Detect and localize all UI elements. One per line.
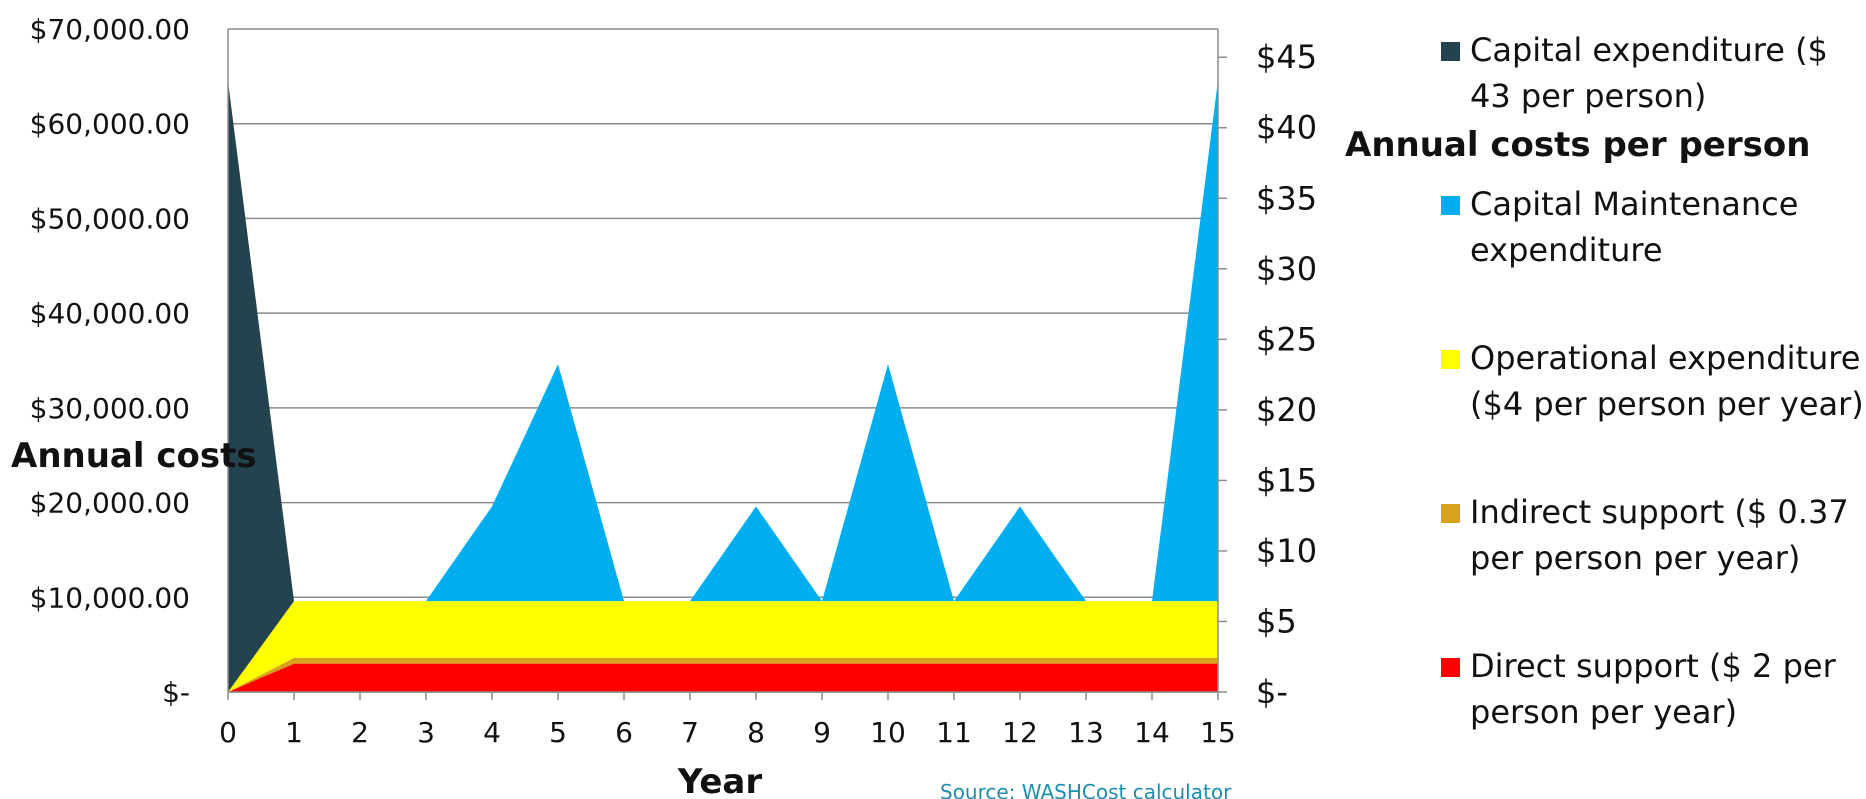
left-tick-label: $20,000.00	[30, 487, 190, 520]
right-tick-label: $5	[1256, 602, 1297, 640]
right-tick-label: $-	[1256, 673, 1288, 711]
legend-swatch	[1441, 350, 1460, 369]
x-tick-label: 4	[483, 716, 501, 749]
x-tick-label: 10	[870, 716, 906, 749]
legend-item-indirect-support: Indirect support ($ 0.37 per person per …	[1441, 489, 1850, 581]
legend-swatch	[1441, 504, 1460, 523]
x-tick-label: 6	[615, 716, 633, 749]
area-series	[228, 657, 1218, 692]
area-series	[228, 663, 1218, 692]
x-tick-label: 1	[285, 716, 303, 749]
legend-item-capital-expenditure: Capital expenditure ($ 43 per person)	[1441, 27, 1866, 119]
legend-label: Indirect support ($ 0.37 per person per …	[1470, 493, 1849, 577]
area-series	[228, 80, 1218, 693]
right-tick-label: $20	[1256, 391, 1317, 429]
x-tick-label: 12	[1002, 716, 1038, 749]
left-tick-label: $40,000.00	[30, 297, 190, 330]
x-tick-label: 7	[681, 716, 699, 749]
legend-swatch	[1441, 658, 1460, 677]
stacked-areas	[228, 80, 1218, 693]
x-tick-label: 5	[549, 716, 567, 749]
x-tick-label: 9	[813, 716, 831, 749]
x-axis-title: Year	[677, 762, 763, 799]
left-tick-label: $50,000.00	[30, 202, 190, 235]
legend-label: Capital expenditure ($ 43 per person)	[1470, 31, 1828, 115]
legend-label: Capital Maintenance expenditure	[1470, 185, 1799, 269]
x-axis-ticks: 0 1 2 3 4 5 6 7 8 9 10 11 12 13 14 15	[219, 692, 1236, 749]
left-axis-ticks: $- $10,000.00 $20,000.00 $30,000.00 $40,000.…	[30, 13, 190, 709]
chart-axes	[227, 29, 1219, 693]
right-tick-label: $10	[1256, 532, 1317, 570]
x-tick-label: 14	[1134, 716, 1170, 749]
x-tick-label: 2	[351, 716, 369, 749]
right-tick-label: $15	[1256, 461, 1317, 499]
x-tick-label: 13	[1068, 716, 1104, 749]
right-tick-label: $45	[1256, 38, 1317, 76]
left-tick-label: $60,000.00	[30, 108, 190, 141]
legend-item-direct-support: Direct support ($ 2 per person per year)	[1441, 643, 1840, 735]
left-tick-label: $70,000.00	[30, 13, 190, 46]
x-tick-label: 8	[747, 716, 765, 749]
left-tick-label: $30,000.00	[30, 392, 190, 425]
right-axis-ticks: $- $5 $10 $15 $20 $25 $30 $35 $40 $45	[1218, 38, 1317, 711]
source-note: Source: WASHCost calculator	[940, 780, 1232, 799]
x-tick-label: 15	[1200, 716, 1236, 749]
legend-item-capital-maintenance: Capital Maintenance expenditure	[1441, 181, 1810, 273]
left-tick-label: $-	[162, 676, 190, 709]
gridlines	[228, 28, 1218, 693]
legend-swatch	[1441, 196, 1460, 215]
y-axis-title: Annual costs	[11, 436, 257, 476]
right-tick-label: $30	[1256, 250, 1317, 288]
x-tick-label: 11	[936, 716, 972, 749]
left-tick-label: $10,000.00	[30, 581, 190, 614]
legend-item-operational-expenditure: Operational expenditure ($4 per person p…	[1441, 335, 1866, 427]
right-tick-label: $35	[1256, 179, 1317, 217]
legend-swatch	[1441, 42, 1460, 61]
area-series	[228, 601, 1218, 692]
right-tick-label: $25	[1256, 320, 1317, 358]
x-tick-label: 0	[219, 716, 237, 749]
x-tick-label: 3	[417, 716, 435, 749]
legend-heading: Annual costs per person	[1345, 125, 1811, 165]
legend-label: Direct support ($ 2 per person per year)	[1470, 647, 1836, 731]
legend-label: Operational expenditure ($4 per person p…	[1470, 339, 1864, 423]
right-tick-label: $40	[1256, 109, 1317, 147]
